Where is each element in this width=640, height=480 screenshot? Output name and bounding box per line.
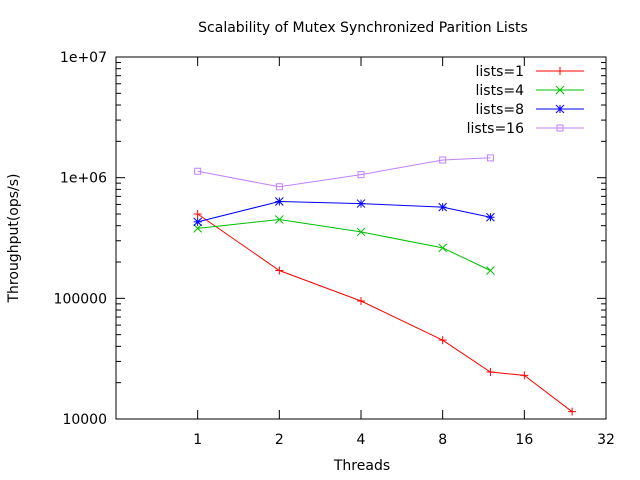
data-point: [486, 212, 495, 222]
data-point: [438, 202, 448, 212]
x-axis-label: Threads: [333, 458, 390, 474]
data-point: [275, 266, 284, 275]
legend-marker: [556, 124, 564, 132]
data-point: [439, 156, 447, 164]
legend-label: lists=1: [476, 64, 525, 80]
x-tick-label: 8: [438, 432, 447, 448]
y-tick-label: 10000: [62, 412, 107, 428]
data-point: [486, 368, 495, 377]
data-point: [438, 336, 447, 345]
series-line: [197, 157, 491, 188]
data-point: [568, 407, 577, 416]
legend-label: lists=8: [476, 102, 525, 118]
x-tick-label: 32: [597, 432, 615, 448]
x-tick-label: 1: [193, 432, 202, 448]
data-point: [357, 297, 365, 306]
series-lists-1: [193, 209, 577, 416]
data-point: [193, 217, 203, 227]
series-line: [197, 213, 573, 413]
y-axis-label: Throughput(ops/s): [6, 173, 22, 303]
data-point: [486, 266, 495, 275]
data-point: [438, 243, 448, 253]
data-point: [356, 199, 366, 208]
legend-marker: [555, 85, 565, 95]
legend: lists=1 lists=4 lists=8 lists=16: [467, 64, 584, 137]
x-ticks: 1 2 4 8 16 32: [193, 57, 615, 448]
x-tick-label: 16: [515, 432, 533, 448]
y-tick-label: 100000: [54, 291, 107, 307]
y-ticks: 10000 100000 1e+06 1e+07: [54, 50, 606, 428]
data-point: [357, 171, 365, 179]
x-tick-label: 4: [357, 432, 366, 448]
y-tick-label: 1e+06: [60, 171, 107, 187]
plot-frame: [115, 56, 607, 420]
legend-marker: [555, 104, 565, 114]
data-point: [356, 227, 366, 237]
y-tick-label: 1e+07: [60, 50, 107, 66]
data-point: [275, 183, 283, 191]
series-lists-8: [193, 197, 495, 227]
data-point: [193, 209, 202, 218]
chart-title: Scalability of Mutex Synchronized Pariti…: [198, 20, 528, 36]
x-tick-label: 2: [275, 432, 284, 448]
legend-label: lists=4: [476, 83, 525, 99]
legend-label: lists=16: [467, 121, 524, 137]
data-point: [520, 371, 529, 380]
series-layer: [193, 154, 577, 416]
series-lists-4: [193, 215, 495, 275]
plot-border: [115, 56, 607, 420]
legend-marker: [556, 67, 564, 75]
data-point: [486, 154, 494, 162]
series-lists-16: [194, 154, 494, 191]
data-point: [193, 224, 203, 233]
data-point: [274, 197, 284, 206]
series-line: [197, 200, 491, 223]
data-point: [194, 167, 202, 175]
data-point: [274, 215, 284, 224]
